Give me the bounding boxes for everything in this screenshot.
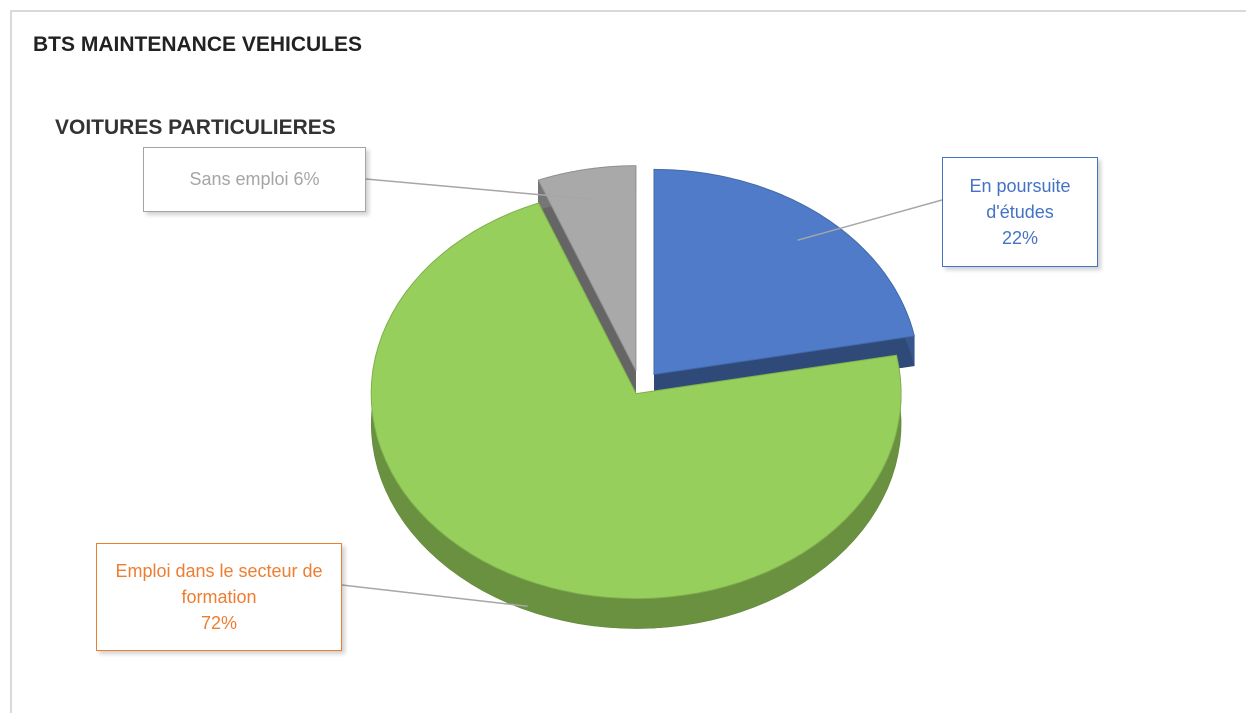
chart-subtitle: VOITURES PARTICULIERES: [55, 116, 336, 139]
data-label: En poursuite d'études 22%: [942, 157, 1098, 267]
label-category: Emploi dans le secteur de formation: [115, 560, 323, 607]
label-category: Sans emploi: [189, 169, 289, 190]
leader-line: [797, 199, 943, 241]
label-value: 22%: [1001, 228, 1039, 249]
slice: [537, 165, 637, 371]
data-label-text: Emploi dans le secteur de formation 72%: [97, 558, 341, 636]
data-label-text: En poursuite d'études 22%: [943, 173, 1097, 251]
leader-line: [365, 178, 594, 201]
label-value: 72%: [200, 613, 238, 634]
data-label-text: Sans emploi 6%: [189, 166, 319, 192]
slice: [653, 168, 915, 375]
data-label: Sans emploi 6%: [143, 147, 366, 212]
leader-line: [341, 584, 528, 608]
chart-frame: [10, 10, 1246, 713]
label-category: En poursuite d'études: [969, 175, 1071, 222]
slice: [370, 202, 902, 600]
label-value: 6%: [293, 169, 320, 190]
chart-title: BTS MAINTENANCE VEHICULES: [33, 33, 363, 56]
data-label: Emploi dans le secteur de formation 72%: [96, 543, 342, 651]
